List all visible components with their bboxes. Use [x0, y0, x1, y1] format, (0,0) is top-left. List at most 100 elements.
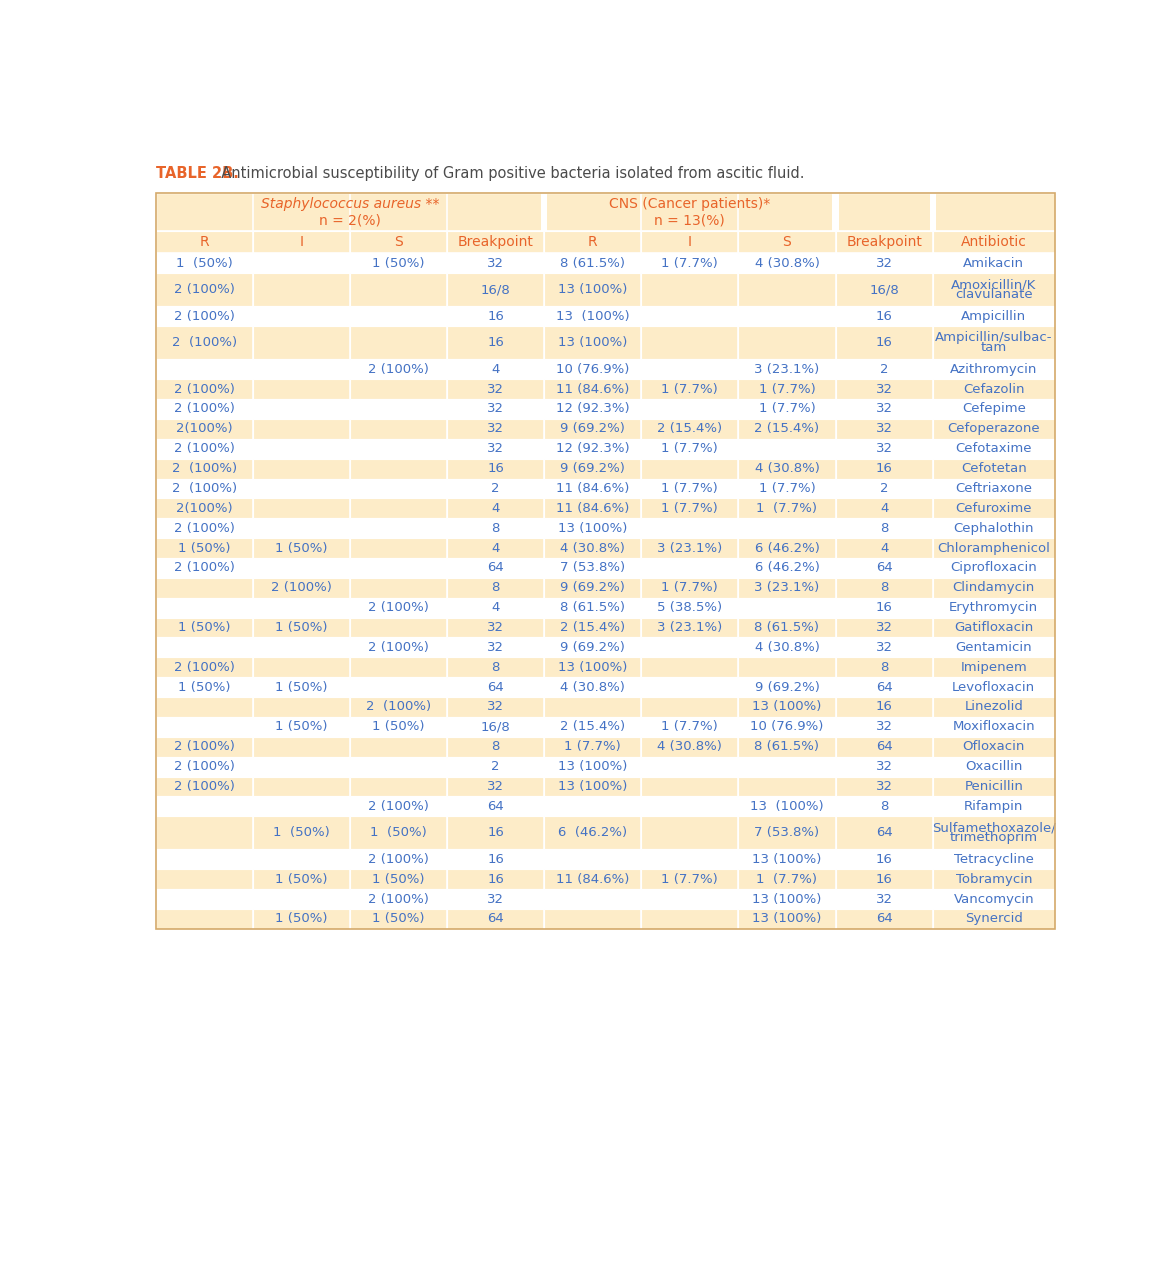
- Text: 4: 4: [491, 601, 500, 614]
- Bar: [933, 459, 1055, 479]
- Bar: [544, 519, 642, 538]
- Text: 16: 16: [876, 873, 893, 885]
- Bar: [544, 498, 642, 519]
- Text: 2 (15.4%): 2 (15.4%): [561, 720, 625, 734]
- Bar: [544, 678, 642, 697]
- Bar: [252, 359, 350, 380]
- Text: 16: 16: [876, 462, 893, 475]
- Bar: [252, 419, 350, 438]
- Text: 9 (69.2%): 9 (69.2%): [561, 462, 625, 475]
- Text: 16/8: 16/8: [481, 720, 510, 734]
- Bar: [933, 697, 1055, 717]
- Text: 13 (100%): 13 (100%): [558, 336, 628, 349]
- Text: Chloramphenicol: Chloramphenicol: [937, 541, 1050, 554]
- Text: 4 (30.8%): 4 (30.8%): [754, 462, 820, 475]
- Text: 2 (100%): 2 (100%): [174, 780, 235, 792]
- Bar: [835, 380, 933, 399]
- Bar: [933, 578, 1055, 598]
- Bar: [642, 538, 739, 558]
- Bar: [447, 438, 544, 459]
- Bar: [739, 306, 835, 326]
- Text: 4: 4: [491, 363, 500, 376]
- Text: 8 (61.5%): 8 (61.5%): [561, 257, 625, 270]
- Text: 1 (50%): 1 (50%): [274, 620, 327, 634]
- Text: I: I: [687, 236, 692, 250]
- Bar: [544, 657, 642, 678]
- Bar: [156, 538, 252, 558]
- Text: 2 (100%): 2 (100%): [174, 442, 235, 455]
- Bar: [350, 479, 447, 498]
- Bar: [739, 717, 835, 736]
- Bar: [156, 326, 252, 359]
- Bar: [252, 498, 350, 519]
- Bar: [447, 459, 544, 479]
- Bar: [447, 538, 544, 558]
- Bar: [739, 757, 835, 776]
- Bar: [350, 817, 447, 850]
- Text: 32: 32: [487, 641, 504, 654]
- Text: Penicillin: Penicillin: [964, 780, 1023, 792]
- Bar: [252, 850, 350, 869]
- Text: 2 (100%): 2 (100%): [174, 761, 235, 773]
- Bar: [447, 519, 544, 538]
- Text: 11 (84.6%): 11 (84.6%): [556, 482, 630, 494]
- Text: Clindamycin: Clindamycin: [952, 581, 1035, 594]
- Bar: [350, 757, 447, 776]
- Text: 1 (50%): 1 (50%): [274, 873, 327, 885]
- Bar: [447, 419, 544, 438]
- Text: 32: 32: [875, 382, 893, 396]
- Bar: [252, 889, 350, 908]
- Bar: [933, 796, 1055, 817]
- Bar: [252, 618, 350, 637]
- Text: 6 (46.2%): 6 (46.2%): [754, 562, 820, 575]
- Text: 1 (7.7%): 1 (7.7%): [662, 257, 718, 270]
- Bar: [156, 479, 252, 498]
- Bar: [642, 598, 739, 618]
- Text: 13  (100%): 13 (100%): [751, 800, 823, 813]
- Text: 5 (38.5%): 5 (38.5%): [657, 601, 723, 614]
- Text: 8: 8: [880, 521, 888, 535]
- Bar: [252, 637, 350, 657]
- Bar: [835, 538, 933, 558]
- Text: Staphylococcus aureus **: Staphylococcus aureus **: [260, 196, 439, 210]
- Bar: [350, 558, 447, 578]
- Text: 1 (7.7%): 1 (7.7%): [564, 740, 621, 753]
- Bar: [252, 254, 350, 273]
- Text: 7 (53.8%): 7 (53.8%): [754, 827, 820, 840]
- Text: 4 (30.8%): 4 (30.8%): [657, 740, 723, 753]
- Bar: [739, 558, 835, 578]
- Bar: [252, 908, 350, 929]
- Text: 64: 64: [876, 740, 893, 753]
- Text: 2 (100%): 2 (100%): [368, 641, 429, 654]
- Text: Amoxicillin/K: Amoxicillin/K: [951, 278, 1037, 290]
- Bar: [447, 380, 544, 399]
- Bar: [835, 736, 933, 757]
- Bar: [835, 678, 933, 697]
- Bar: [642, 326, 739, 359]
- Text: 16: 16: [876, 852, 893, 866]
- Text: Breakpoint: Breakpoint: [457, 236, 534, 250]
- Bar: [933, 637, 1055, 657]
- Text: 1 (50%): 1 (50%): [372, 873, 425, 885]
- Bar: [835, 717, 933, 736]
- Bar: [933, 399, 1055, 419]
- Bar: [156, 459, 252, 479]
- Text: n = 2(%): n = 2(%): [319, 214, 381, 228]
- Text: 4 (30.8%): 4 (30.8%): [561, 541, 625, 554]
- Bar: [252, 757, 350, 776]
- Bar: [933, 498, 1055, 519]
- Text: 8 (61.5%): 8 (61.5%): [561, 601, 625, 614]
- Text: 13 (100%): 13 (100%): [752, 701, 821, 713]
- Bar: [350, 618, 447, 637]
- Bar: [350, 306, 447, 326]
- Text: 32: 32: [875, 720, 893, 734]
- Bar: [933, 192, 1055, 232]
- Text: 2 (100%): 2 (100%): [174, 310, 235, 322]
- Bar: [252, 578, 350, 598]
- Text: 64: 64: [876, 680, 893, 693]
- Text: 13  (100%): 13 (100%): [556, 310, 630, 322]
- Text: CNS (Cancer patients)*: CNS (Cancer patients)*: [609, 196, 771, 210]
- Bar: [350, 717, 447, 736]
- Text: Moxifloxacin: Moxifloxacin: [952, 720, 1035, 734]
- Text: 32: 32: [875, 641, 893, 654]
